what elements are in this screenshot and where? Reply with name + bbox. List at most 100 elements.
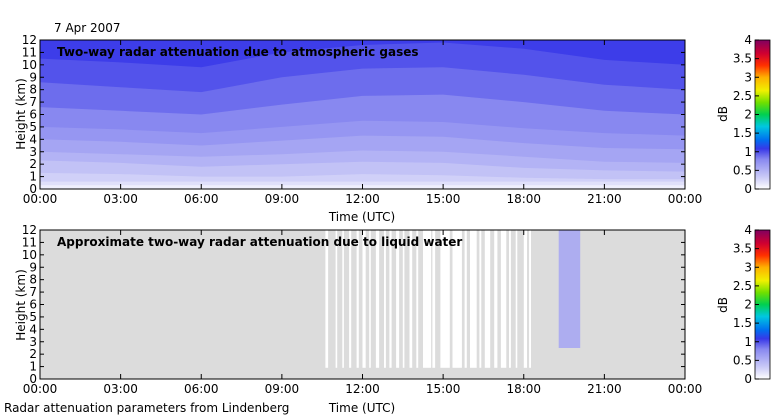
colorbar-tick-label: 2 [744, 108, 752, 122]
y-tick-label: 8 [29, 273, 37, 287]
x-tick-label: 00:00 [23, 382, 58, 396]
y-tick-label: 0 [29, 182, 37, 196]
no-data-gap [500, 230, 507, 368]
colorbar-tick-label: 3.5 [733, 242, 752, 256]
colorbar-label: dB [716, 297, 730, 313]
axes: 00:00 03:00 06:00 09:00 12:00 15:00 18:00 21:00… [22, 223, 703, 396]
x-tick-label: 06:00 [184, 382, 219, 396]
attenuation-region [558, 230, 581, 348]
x-tick-label: 09:00 [265, 382, 300, 396]
y-tick-label: 4 [29, 322, 37, 336]
no-data-gap [452, 230, 462, 368]
x-tick-label: 12:00 [345, 382, 380, 396]
no-data-gap [509, 230, 511, 368]
no-data-gap [349, 230, 352, 368]
plot-title: Approximate two-way radar attenuation du… [57, 235, 462, 249]
no-data-gap [432, 230, 436, 368]
y-tick-label: 11 [22, 235, 37, 249]
y-tick-label: 12 [22, 223, 37, 237]
y-tick-label: 2 [29, 157, 37, 171]
colorbar-tick-label: 4 [744, 33, 752, 47]
y-tick-label: 7 [29, 285, 37, 299]
x-tick-label: 00:00 [668, 192, 703, 206]
x-tick-label: 06:00 [184, 192, 219, 206]
y-tick-label: 12 [22, 33, 37, 47]
colorbar: 0 0.5 1 1.5 2 2.5 3 3.5 4 dB [716, 223, 771, 386]
no-data-gap [409, 230, 413, 368]
y-tick-label: 11 [22, 45, 37, 59]
no-data-gap [356, 230, 359, 368]
y-tick-label: 9 [29, 70, 37, 84]
no-data-gap [523, 230, 527, 368]
y-tick-label: 4 [29, 132, 37, 146]
x-axis-label: Time (UTC) [328, 210, 395, 224]
no-data-gap [335, 230, 338, 368]
colorbar-tick-label: 0.5 [733, 353, 752, 367]
no-data-gap [416, 230, 419, 368]
colorbar-tick-label: 3 [744, 260, 752, 274]
no-data-gap [402, 230, 405, 368]
no-data-gap [389, 230, 392, 368]
y-tick-label: 9 [29, 260, 37, 274]
y-tick-label: 10 [22, 248, 37, 262]
attenuation-data [325, 230, 581, 368]
no-data-gap [375, 230, 380, 368]
no-data-gap [464, 230, 467, 368]
colorbar-tick-label: 1 [744, 335, 752, 349]
colorbar-tick-label: 3.5 [733, 52, 752, 66]
y-tick-label: 3 [29, 145, 37, 159]
no-data-gap [494, 230, 498, 368]
x-tick-label: 15:00 [426, 382, 461, 396]
colorbar-ticks: 0 0.5 1 1.5 2 2.5 3 3.5 4 [733, 223, 759, 386]
no-data-gap [384, 230, 386, 368]
y-tick-label: 6 [29, 108, 37, 122]
y-tick-label: 1 [29, 170, 37, 184]
colorbar-label: dB [716, 106, 730, 122]
y-tick-label: 7 [29, 95, 37, 109]
y-tick-label: 5 [29, 310, 37, 324]
y-tick-label: 6 [29, 298, 37, 312]
no-data-gap [529, 230, 531, 368]
colorbar-tick-label: 1.5 [733, 316, 752, 330]
x-tick-label: 03:00 [103, 382, 138, 396]
colorbar-tick-label: 2.5 [733, 279, 752, 293]
no-data-gap [515, 230, 518, 368]
no-data-gap [470, 230, 477, 368]
colorbar-tick-label: 4 [744, 223, 752, 237]
no-data-gap [484, 230, 491, 368]
gas-attenuation-panel: 00:00 03:00 06:00 09:00 12:00 15:00 18:00 21:00… [14, 33, 771, 224]
y-tick-label: 5 [29, 120, 37, 134]
colorbar-tick-label: 3 [744, 70, 752, 84]
x-tick-label: 18:00 [506, 382, 541, 396]
colorbar-tick-label: 0 [744, 372, 752, 386]
no-data-gap [423, 230, 432, 368]
no-data-gap [396, 230, 400, 368]
x-tick-label: 12:00 [345, 192, 380, 206]
no-data-gap [369, 230, 371, 368]
colorbar-tick-label: 2.5 [733, 89, 752, 103]
x-tick-label: 21:00 [587, 192, 622, 206]
y-axis-label: Height (km) [14, 269, 28, 340]
colorbar-ticks: 0 0.5 1 1.5 2 2.5 3 3.5 4 [733, 33, 759, 196]
colorbar: 0 0.5 1 1.5 2 2.5 3 3.5 4 dB [716, 33, 771, 196]
x-tick-label: 09:00 [265, 192, 300, 206]
no-data-gap [479, 230, 482, 368]
y-tick-label: 1 [29, 360, 37, 374]
y-tick-label: 10 [22, 58, 37, 72]
x-axis-label: Time (UTC) [328, 401, 395, 415]
date-label: 7 Apr 2007 [54, 21, 121, 35]
y-axis-label: Height (km) [14, 78, 28, 149]
colorbar-tick-label: 0.5 [733, 163, 752, 177]
colorbar-tick-label: 2 [744, 298, 752, 312]
no-data-gap [440, 230, 450, 368]
y-tick-label: 8 [29, 83, 37, 97]
no-data-gap [362, 230, 366, 368]
colorbar-tick-label: 1.5 [733, 126, 752, 140]
x-tick-label: 21:00 [587, 382, 622, 396]
no-data-gap [342, 230, 344, 368]
y-tick-label: 3 [29, 335, 37, 349]
colorbar-tick-label: 0 [744, 182, 752, 196]
liquid-water-attenuation-panel: 00:00 03:00 06:00 09:00 12:00 15:00 18:00 21:00… [14, 223, 771, 415]
axes: 00:00 03:00 06:00 09:00 12:00 15:00 18:00 21:00… [22, 33, 703, 206]
